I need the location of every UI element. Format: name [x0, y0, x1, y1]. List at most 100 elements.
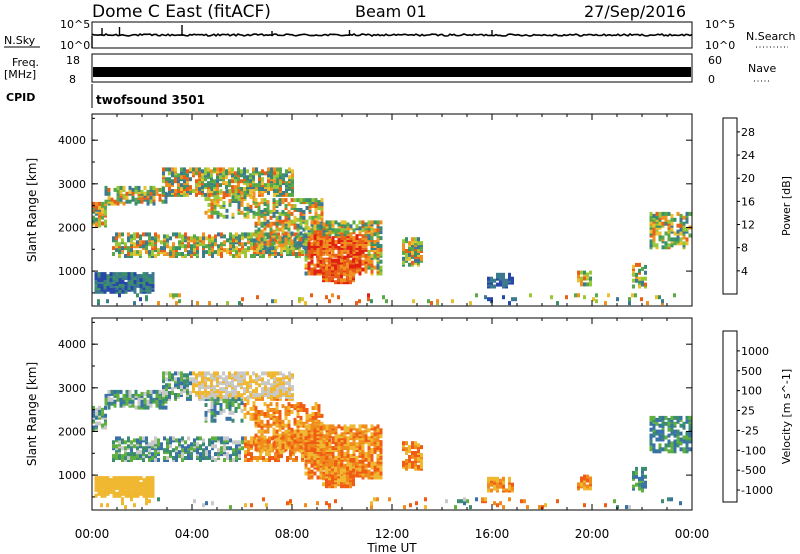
heatmap-cell — [146, 405, 150, 410]
heatmap-cell — [317, 233, 321, 238]
heatmap-cell — [142, 272, 146, 277]
heatmap-cell — [337, 451, 341, 456]
heatmap-cell — [490, 488, 493, 493]
heatmap-cell — [652, 431, 656, 436]
heatmap-cell — [337, 295, 340, 300]
heatmap-cell — [207, 197, 211, 202]
heatmap-cell — [142, 478, 146, 483]
heatmap-cell — [112, 272, 116, 277]
heatmap-cell — [676, 235, 680, 240]
heatmap-cell — [304, 263, 308, 268]
heatmap-cell — [508, 484, 511, 489]
heatmap-cell — [110, 197, 114, 202]
heatmap-cell — [291, 385, 294, 390]
heatmap-cell — [263, 423, 267, 428]
heatmap-cell — [213, 385, 216, 390]
heatmap-cell — [204, 177, 207, 182]
heatmap-cell — [246, 381, 249, 386]
heatmap-cell — [219, 204, 223, 209]
heatmap-cell — [607, 293, 610, 298]
heatmap-cell — [424, 497, 427, 502]
heatmap-cell — [388, 497, 391, 502]
heatmap-cell — [311, 198, 315, 203]
heatmap-cell — [370, 232, 374, 237]
heatmap-cell — [139, 454, 142, 459]
heatmap-cell — [133, 250, 136, 255]
heatmap-cell — [137, 393, 141, 398]
heatmap-cell — [293, 439, 297, 444]
heatmap-cell — [171, 171, 174, 176]
heatmap-cell — [349, 446, 353, 450]
heatmap-cell — [250, 440, 253, 445]
heatmap-cell — [267, 391, 270, 395]
colorbar-tick-label: 8 — [741, 242, 748, 255]
heatmap-cell — [679, 415, 683, 420]
heatmap-cell — [219, 375, 222, 380]
heatmap-cell — [240, 408, 244, 413]
heatmap-cell — [211, 242, 214, 247]
heatmap-cell — [361, 259, 365, 264]
heatmap-cell — [196, 436, 199, 441]
heatmap-cell — [641, 488, 644, 493]
heatmap-cell — [288, 167, 291, 172]
heatmap-cell — [189, 371, 192, 376]
heatmap-cell — [496, 282, 499, 287]
heatmap-cell — [118, 480, 122, 484]
heatmap-cell — [658, 433, 662, 438]
heatmap-cell — [116, 195, 120, 200]
heatmap-cell — [181, 458, 184, 462]
heatmap-cell — [162, 187, 165, 191]
heatmap-cell — [98, 421, 101, 426]
heatmap-cell — [219, 387, 222, 392]
heatmap-cell — [151, 452, 154, 457]
heatmap-cell — [307, 424, 311, 429]
heatmap-cell — [95, 201, 98, 206]
heatmap-cell — [291, 189, 294, 193]
heatmap-cell — [94, 476, 98, 481]
heatmap-cell — [405, 237, 408, 242]
heatmap-cell — [415, 501, 418, 506]
heatmap-cell — [290, 204, 294, 208]
heatmap-cell — [307, 249, 311, 254]
heatmap-cell — [370, 505, 373, 510]
heatmap-cell — [266, 419, 270, 424]
heatmap-cell — [411, 247, 414, 251]
heatmap-cell — [175, 301, 178, 306]
heatmap-cell — [334, 438, 338, 443]
heatmap-cell — [367, 259, 371, 264]
heatmap-cell — [337, 222, 341, 227]
heatmap-cell — [322, 448, 326, 452]
heatmap-cell — [411, 445, 414, 450]
heatmap-cell — [266, 223, 270, 228]
heatmap-cell — [302, 209, 306, 214]
heatmap-cell — [225, 214, 229, 219]
heatmap-cell — [287, 233, 291, 238]
ytick-label: 1000 — [58, 265, 86, 278]
heatmap-cell — [243, 191, 247, 196]
heatmap-cell — [361, 469, 365, 474]
heatmap-cell — [267, 179, 270, 184]
heatmap-cell — [223, 444, 226, 449]
heatmap-cell — [349, 434, 353, 439]
heatmap-cell — [225, 169, 228, 174]
heatmap-cell — [238, 301, 241, 306]
heatmap-cell — [408, 458, 411, 463]
heatmap-cell — [246, 395, 250, 400]
heatmap-cell — [168, 383, 171, 388]
heatmap-cell — [143, 397, 147, 402]
heatmap-cell — [219, 197, 223, 202]
heatmap-cell — [252, 210, 256, 215]
heatmap-cell — [616, 297, 619, 302]
heatmap-cell — [314, 208, 318, 212]
heatmap-cell — [313, 436, 317, 441]
heatmap-cell — [125, 393, 129, 398]
heatmap-cell — [130, 248, 133, 253]
heatmap-cell — [210, 199, 214, 203]
heatmap-cell — [352, 264, 355, 269]
heatmap-cell — [634, 293, 637, 298]
heatmap-cell — [137, 199, 141, 204]
freq-label: Freq. — [12, 56, 39, 69]
colorbar-tick-label: 20 — [741, 172, 755, 185]
heatmap-cell — [331, 293, 334, 298]
heatmap-cell — [328, 457, 332, 462]
